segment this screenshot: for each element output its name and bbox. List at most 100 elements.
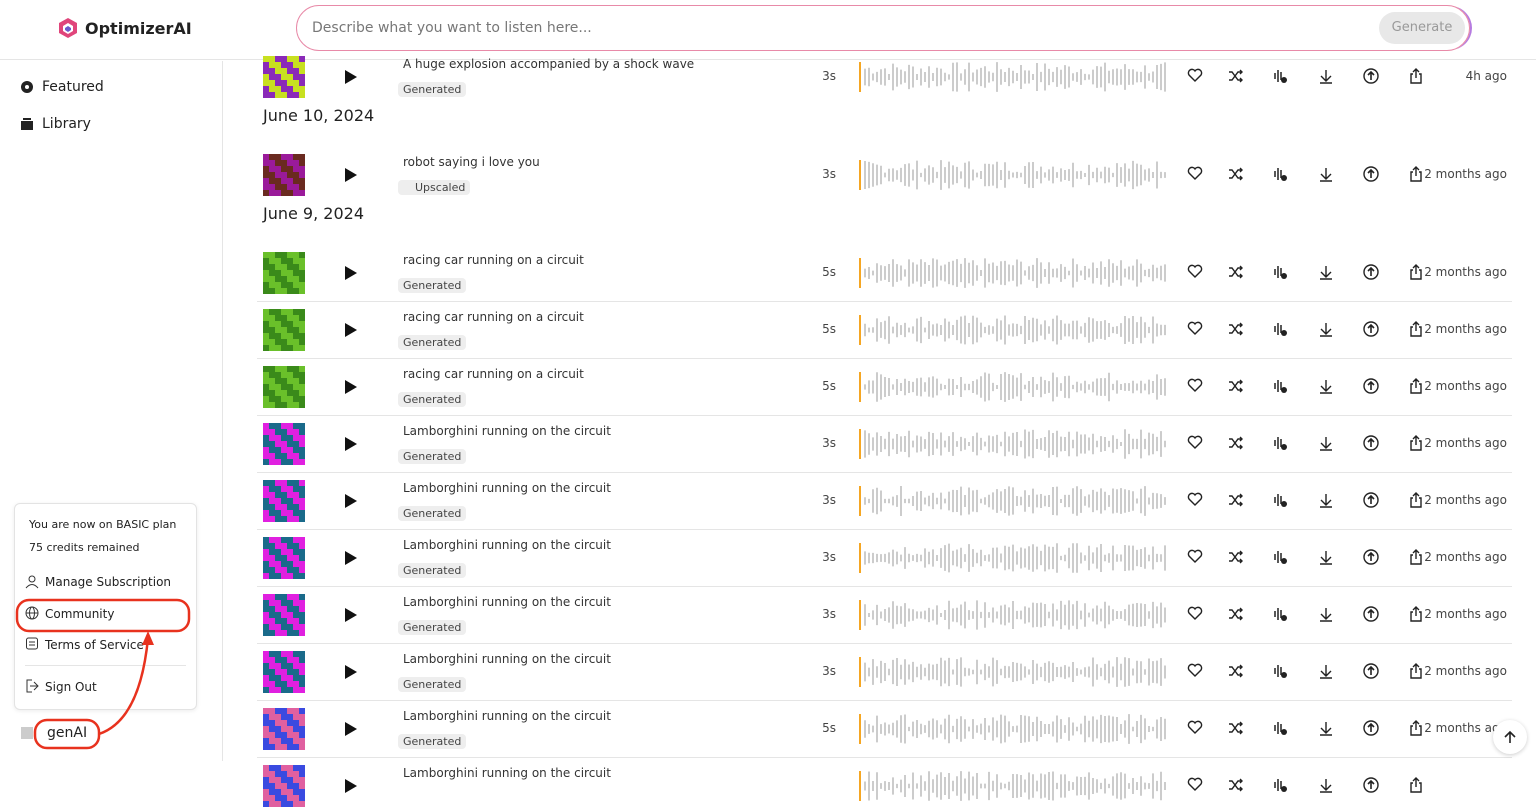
action-icon[interactable] xyxy=(1363,720,1379,738)
action-icon[interactable] xyxy=(1228,492,1244,510)
action-icon[interactable] xyxy=(1408,777,1424,795)
waveform[interactable] xyxy=(859,427,1171,461)
action-icon[interactable] xyxy=(1363,378,1379,396)
thumbnail[interactable] xyxy=(263,366,305,408)
action-icon[interactable] xyxy=(1187,264,1203,282)
sound-title[interactable]: A huge explosion accompanied by a shock … xyxy=(403,57,695,71)
sound-title[interactable]: Lamborghini running on the circuit xyxy=(403,709,611,723)
action-icon[interactable] xyxy=(1318,549,1334,567)
action-icon[interactable] xyxy=(1408,663,1424,681)
action-icon[interactable] xyxy=(1318,663,1334,681)
sound-title[interactable]: racing car running on a circuit xyxy=(403,253,584,267)
action-icon[interactable] xyxy=(1187,663,1203,681)
play-button[interactable] xyxy=(344,721,358,737)
action-icon[interactable] xyxy=(1228,663,1244,681)
action-icon[interactable] xyxy=(1272,68,1288,86)
thumbnail[interactable] xyxy=(263,154,305,196)
play-button[interactable] xyxy=(344,664,358,680)
action-icon[interactable] xyxy=(1187,606,1203,624)
play-button[interactable] xyxy=(344,778,358,794)
action-icon[interactable] xyxy=(1228,549,1244,567)
play-button[interactable] xyxy=(344,436,358,452)
action-icon[interactable] xyxy=(1272,720,1288,738)
sound-title[interactable]: Lamborghini running on the circuit xyxy=(403,595,611,609)
sound-title[interactable]: racing car running on a circuit xyxy=(403,367,584,381)
play-button[interactable] xyxy=(344,167,358,183)
action-icon[interactable] xyxy=(1272,166,1288,184)
action-icon[interactable] xyxy=(1272,606,1288,624)
action-icon[interactable] xyxy=(1318,777,1334,795)
sound-title[interactable]: Lamborghini running on the circuit xyxy=(403,652,611,666)
waveform[interactable] xyxy=(859,256,1171,290)
action-icon[interactable] xyxy=(1363,492,1379,510)
nav-item[interactable]: Library xyxy=(42,116,91,132)
action-icon[interactable] xyxy=(1187,68,1203,86)
action-icon[interactable] xyxy=(1187,435,1203,453)
action-icon[interactable] xyxy=(1228,435,1244,453)
action-icon[interactable] xyxy=(1228,777,1244,795)
action-icon[interactable] xyxy=(1272,549,1288,567)
thumbnail[interactable] xyxy=(263,651,305,693)
action-icon[interactable] xyxy=(1363,663,1379,681)
action-icon[interactable] xyxy=(1363,264,1379,282)
action-icon[interactable] xyxy=(1228,264,1244,282)
waveform[interactable] xyxy=(859,158,1171,192)
action-icon[interactable] xyxy=(1272,264,1288,282)
action-icon[interactable] xyxy=(1363,166,1379,184)
menu-item[interactable]: Sign Out xyxy=(45,680,97,694)
waveform[interactable] xyxy=(859,313,1171,347)
play-button[interactable] xyxy=(344,322,358,338)
action-icon[interactable] xyxy=(1272,492,1288,510)
thumbnail[interactable] xyxy=(263,765,305,807)
action-icon[interactable] xyxy=(1408,264,1424,282)
action-icon[interactable] xyxy=(1408,606,1424,624)
action-icon[interactable] xyxy=(1187,549,1203,567)
waveform[interactable] xyxy=(859,484,1171,518)
scroll-top-button[interactable] xyxy=(1493,720,1527,754)
sound-title[interactable]: robot saying i love you xyxy=(403,155,540,169)
nav-item[interactable]: Featured xyxy=(42,79,104,95)
action-icon[interactable] xyxy=(1318,435,1334,453)
play-button[interactable] xyxy=(344,69,358,85)
thumbnail[interactable] xyxy=(263,252,305,294)
action-icon[interactable] xyxy=(1228,166,1244,184)
action-icon[interactable] xyxy=(1187,720,1203,738)
action-icon[interactable] xyxy=(1272,663,1288,681)
play-button[interactable] xyxy=(344,607,358,623)
action-icon[interactable] xyxy=(1272,321,1288,339)
thumbnail[interactable] xyxy=(263,537,305,579)
action-icon[interactable] xyxy=(1272,777,1288,795)
action-icon[interactable] xyxy=(1363,549,1379,567)
action-icon[interactable] xyxy=(1408,378,1424,396)
sound-title[interactable]: Lamborghini running on the circuit xyxy=(403,538,611,552)
sound-title[interactable]: Lamborghini running on the circuit xyxy=(403,424,611,438)
sound-title[interactable]: Lamborghini running on the circuit xyxy=(403,481,611,495)
action-icon[interactable] xyxy=(1408,492,1424,510)
sound-title[interactable]: racing car running on a circuit xyxy=(403,310,584,324)
waveform[interactable] xyxy=(859,370,1171,404)
action-icon[interactable] xyxy=(1318,264,1334,282)
action-icon[interactable] xyxy=(1363,606,1379,624)
waveform[interactable] xyxy=(859,598,1171,632)
waveform[interactable] xyxy=(859,712,1171,746)
waveform[interactable] xyxy=(859,655,1171,689)
action-icon[interactable] xyxy=(1408,720,1424,738)
action-icon[interactable] xyxy=(1228,606,1244,624)
action-icon[interactable] xyxy=(1187,492,1203,510)
action-icon[interactable] xyxy=(1187,777,1203,795)
thumbnail[interactable] xyxy=(263,708,305,750)
thumbnail[interactable] xyxy=(263,56,305,98)
action-icon[interactable] xyxy=(1363,68,1379,86)
action-icon[interactable] xyxy=(1228,321,1244,339)
menu-item[interactable]: Manage Subscription xyxy=(45,575,172,589)
action-icon[interactable] xyxy=(1272,435,1288,453)
action-icon[interactable] xyxy=(1408,549,1424,567)
action-icon[interactable] xyxy=(1187,321,1203,339)
thumbnail[interactable] xyxy=(263,594,305,636)
play-button[interactable] xyxy=(344,493,358,509)
action-icon[interactable] xyxy=(1408,166,1424,184)
action-icon[interactable] xyxy=(1318,166,1334,184)
action-icon[interactable] xyxy=(1363,777,1379,795)
generate-button[interactable]: Generate xyxy=(1379,12,1465,44)
logo-text[interactable]: OptimizerAI xyxy=(85,19,192,38)
